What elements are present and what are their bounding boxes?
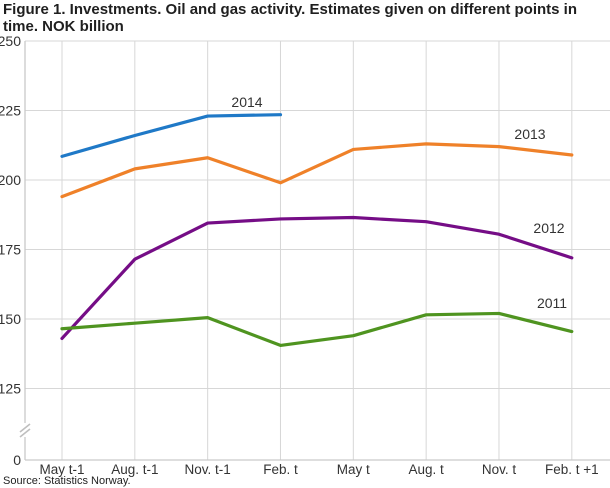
x-tick-label: May t-1: [39, 462, 84, 477]
x-tick-label: Aug. t: [409, 462, 445, 477]
x-tick-label: Feb. t: [263, 462, 298, 477]
y-tick-label: 250: [0, 33, 21, 49]
source-note: Source: Statistics Norway.: [3, 475, 131, 487]
y-axis-break-icon: [19, 423, 31, 433]
y-tick-label: 225: [0, 103, 21, 119]
y-tick-label: 150: [0, 311, 21, 327]
x-tick-label: Feb. t +1: [545, 462, 599, 477]
series-label-2013: 2013: [514, 126, 545, 142]
series-label-2014: 2014: [231, 94, 262, 110]
y-tick-label: 200: [0, 172, 21, 188]
series-line-2011: [60, 311, 574, 348]
x-tick-label: May t: [337, 462, 370, 477]
series-line-2013: [60, 142, 574, 199]
y-axis-break-icon: [19, 428, 31, 438]
x-tick-label: Aug. t-1: [111, 462, 158, 477]
y-tick-label: 0: [13, 452, 21, 468]
series-line-2014: [60, 113, 283, 158]
y-tick-label: 125: [0, 381, 21, 397]
series-label-2011: 2011: [537, 295, 567, 311]
series-label-2012: 2012: [533, 220, 564, 236]
x-tick-label: Nov. t-1: [185, 462, 231, 477]
series-line-2012: [60, 215, 574, 341]
x-tick-label: Nov. t: [482, 462, 517, 477]
y-tick-label: 175: [0, 242, 21, 258]
chart-title: Figure 1. Investments. Oil and gas activ…: [3, 1, 578, 36]
